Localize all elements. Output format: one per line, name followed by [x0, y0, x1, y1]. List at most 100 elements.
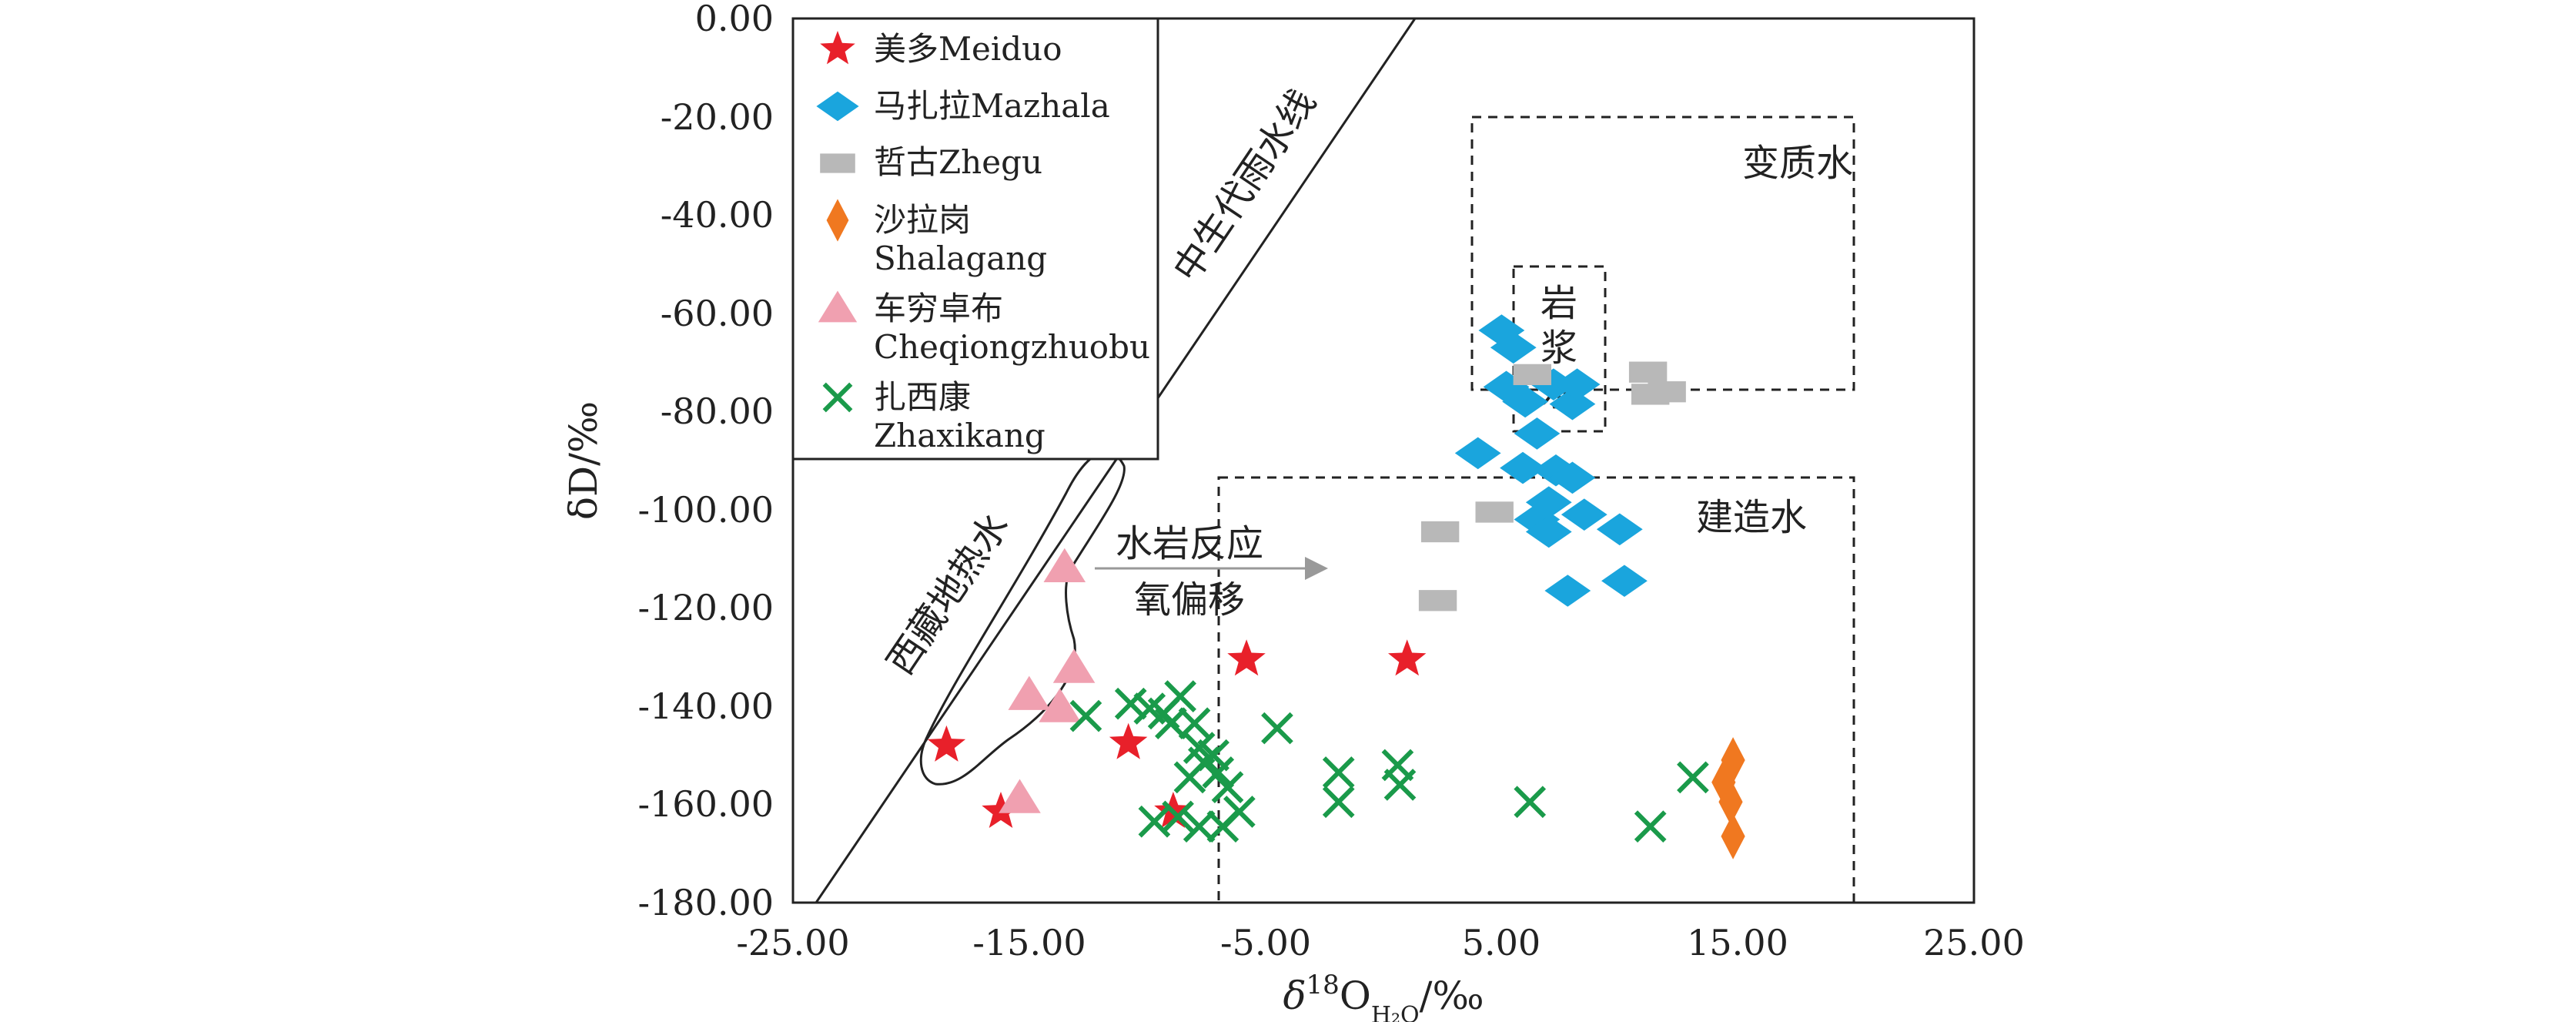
legend-box	[791, 17, 1159, 461]
point-triangle-series-4	[1052, 648, 1096, 683]
point-cross-series-5	[1322, 786, 1355, 819]
point-cross-series-5	[1383, 769, 1417, 801]
legend-label-cheqiongzhuobu-line: 车穷卓布	[874, 290, 1003, 327]
point-cross-series-5	[1677, 761, 1709, 794]
legend-label-shalagang-line: Shalagang	[874, 240, 1047, 277]
y-tick-label: -120.00	[638, 587, 774, 628]
point-triangle-series-4	[1008, 675, 1051, 710]
point-diamond-series-1	[1544, 575, 1591, 607]
plot-frame	[791, 17, 1975, 904]
point-star-series-0	[927, 725, 966, 762]
legend-marker-star	[820, 31, 855, 65]
point-diamond-series-1	[1478, 314, 1525, 347]
y-axis-title: δD/‰	[561, 401, 606, 520]
point-diamond-series-1	[1525, 515, 1572, 548]
legend-marker-diamond	[816, 91, 859, 122]
point-tall-diamond-series-3	[1718, 779, 1743, 826]
y-tick-label: -160.00	[638, 783, 774, 825]
point-diamond-series-1	[1514, 503, 1561, 536]
y-tick-label: 0.00	[695, 0, 774, 39]
y-tick-label: -180.00	[638, 882, 774, 923]
formation-label: 建造水	[1696, 496, 1807, 539]
legend-label-cheqiongzhuobu-line: Cheqiongzhuobu	[874, 328, 1150, 366]
y-tick-label: -60.00	[661, 293, 774, 334]
legend-label-zhegu: 哲古Zhegu	[874, 143, 1042, 181]
y-tick-label: -140.00	[638, 685, 774, 727]
point-diamond-series-1	[1454, 437, 1501, 470]
formation-water-box	[1217, 476, 1855, 903]
point-diamond-series-1	[1554, 368, 1601, 400]
point-diamond-series-1	[1596, 513, 1643, 546]
x-tick-label: 15.00	[1687, 922, 1788, 963]
shift-label-1: 水岩反应	[1116, 522, 1263, 565]
magmatic-label-char: 浆	[1541, 327, 1577, 370]
y-tick-label: -100.00	[638, 489, 774, 531]
point-diamond-series-1	[1500, 451, 1546, 484]
legend-label-zhaxikang: 扎西康 Zhaxikang	[874, 378, 1045, 454]
y-tick-label: -40.00	[661, 194, 774, 236]
point-diamond-series-1	[1533, 454, 1579, 487]
point-cross-series-5	[1202, 756, 1235, 789]
legend-label-meiduo: 美多Meiduo	[874, 30, 1062, 68]
legend-label-shalagang: 沙拉岗 Shalagang	[874, 201, 1047, 277]
point-cross-series-5	[1155, 707, 1187, 740]
legend-label-mazhala: 马扎拉Mazhala	[874, 87, 1110, 125]
point-tall-diamond-series-3	[1711, 759, 1736, 806]
x-tick-label: -5.00	[1220, 922, 1311, 963]
legend-marker-cross	[822, 382, 853, 413]
point-tall-diamond-series-3	[1721, 813, 1745, 859]
legend-markers	[816, 31, 859, 413]
legend-marker-tall-diamond	[826, 199, 849, 242]
x-tick-label: 25.00	[1923, 922, 2025, 963]
point-cross-series-5	[1069, 699, 1102, 732]
point-diamond-series-1	[1483, 370, 1530, 404]
point-cross-series-5	[1261, 712, 1293, 745]
point-triangle-series-4	[1039, 688, 1081, 722]
point-diamond-series-1	[1490, 331, 1537, 364]
legend-marker-triangle	[818, 290, 858, 323]
shift-label-2: 氧偏移	[1134, 578, 1245, 622]
metamorphic-label: 变质水	[1742, 142, 1853, 185]
point-rect-series-2	[1628, 361, 1668, 383]
legend-label-shalagang-line: 沙拉岗	[874, 201, 971, 239]
legend-label-zhaxikang-line: Zhaxikang	[874, 417, 1045, 454]
point-diamond-series-1	[1549, 387, 1596, 421]
x-axis-title: δ18OH₂O/‰	[1283, 970, 1484, 1022]
y-tick-label: -20.00	[661, 96, 774, 138]
point-star-series-0	[1109, 722, 1148, 759]
point-rect-series-2	[1475, 501, 1514, 523]
point-rect-series-2	[1513, 364, 1551, 386]
point-diamond-series-1	[1514, 417, 1561, 450]
point-rect-series-2	[1418, 590, 1457, 612]
geothermal-water-envelope	[919, 451, 1126, 786]
point-cross-series-5	[1322, 756, 1355, 789]
point-cross-series-5	[1173, 761, 1206, 794]
point-diamond-series-1	[1561, 498, 1607, 531]
geothermal-label: 西藏地热水	[878, 505, 1018, 682]
x-tick-label: 5.00	[1462, 922, 1541, 963]
point-cross-series-5	[1164, 680, 1196, 712]
point-cross-series-5	[1211, 771, 1244, 803]
point-diamond-series-1	[1549, 461, 1596, 494]
point-triangle-series-4	[1043, 548, 1086, 582]
legend: 美多Meiduo 马扎拉Mazhala 哲古Zhegu 沙拉岗 Shalagang…	[791, 17, 1159, 461]
legend-label-cheqiongzhuobu: 车穷卓布 Cheqiongzhuobu	[874, 290, 1150, 366]
point-star-series-0	[1227, 639, 1266, 676]
y-ticks: 0.00 -20.00 -40.00 -60.00 -80.00 -100.00…	[638, 0, 774, 923]
point-cross-series-5	[1634, 810, 1667, 843]
magmatic-label-char: 岩	[1541, 282, 1577, 325]
point-cross-series-5	[1183, 810, 1216, 843]
point-rect-series-2	[1648, 381, 1686, 403]
point-diamond-series-1	[1502, 385, 1548, 418]
point-cross-series-5	[1206, 810, 1239, 843]
legend-label-zhaxikang-line: 扎西康	[874, 378, 971, 416]
x-tick-label: -25.00	[736, 922, 849, 963]
point-cross-series-5	[1514, 786, 1547, 819]
point-cross-series-5	[1178, 707, 1211, 740]
x-ticks: -25.00 -15.00 -5.00 5.00 15.00 25.00	[736, 922, 2024, 963]
point-triangle-series-4	[999, 779, 1041, 813]
y-tick-label: -80.00	[661, 390, 774, 432]
point-diamond-series-1	[1601, 565, 1648, 598]
x-tick-label: -15.00	[972, 922, 1086, 963]
